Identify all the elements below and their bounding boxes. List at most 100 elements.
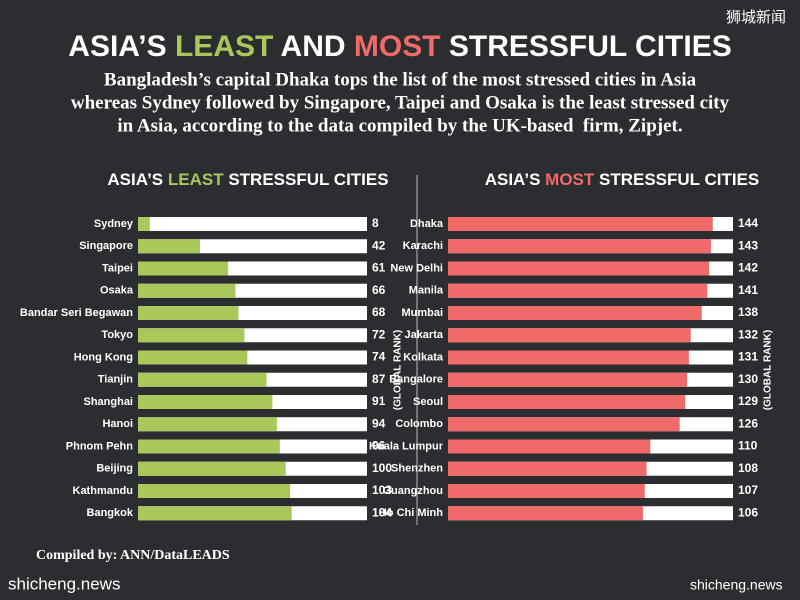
category-label: Jakarta [404,329,443,341]
category-label: Mumbai [401,307,443,319]
bar [448,283,708,298]
value-label: 132 [738,327,758,341]
bar [138,283,236,298]
value-label: 74 [372,350,386,364]
bar [138,350,248,365]
subtitle: in Asia, according to the data compiled … [117,115,682,136]
value-label: 91 [372,394,386,408]
bar [138,372,267,387]
brand: 狮城新闻 [726,9,786,26]
value-label: 126 [738,416,758,430]
category-label: Singapore [79,240,133,252]
bar [448,372,688,387]
bar-track [138,217,367,231]
bar [448,350,689,365]
category-label: Hanoi [102,418,133,430]
bar [138,461,286,476]
category-label: Karachi [403,240,443,252]
subtitle: whereas Sydney followed by Singapore, Ta… [71,92,730,113]
value-label: 142 [738,261,758,275]
category-label: Beijing [96,463,133,475]
bar [448,484,645,498]
category-label: Tianjin [98,374,134,386]
value-label: 96 [372,439,386,453]
category-label: Phnom Pehn [66,440,134,452]
bar [448,439,651,454]
category-label: Sydney [94,218,134,230]
bar [448,506,643,521]
category-label: New Delhi [390,262,443,274]
watermark: shicheng.news [690,577,783,593]
bar [448,261,710,276]
bar [138,439,280,454]
bar [448,239,711,254]
category-label: Shanghai [83,396,133,408]
value-label: 103 [372,483,392,497]
category-label: Manila [409,285,444,297]
value-label: 72 [372,327,386,341]
value-label: 131 [738,350,758,364]
category-label: Ho Chi Minh [379,507,443,519]
category-label: Colombo [395,418,443,430]
category-label: Taipei [102,262,133,274]
category-label: Tokyo [101,329,133,341]
chart-title-part: ASIA’S [485,170,545,189]
chart-title-part: MOST [545,170,595,189]
value-label: 8 [372,216,379,230]
value-label: 42 [372,238,386,252]
value-label: 144 [738,216,758,230]
category-label: Kuala Lumpur [369,440,444,452]
subtitle: Bangladesh’s capital Dhaka tops the list… [104,69,697,90]
value-label: 106 [738,505,758,519]
bar [448,217,713,231]
main-title: ASIA’S LEAST AND MOST STRESSFUL CITIES [68,30,731,63]
value-label: 141 [738,283,758,297]
chart-title-part: ASIA’S [107,170,167,189]
category-label: Shenzhen [391,463,443,475]
value-label: 129 [738,394,758,408]
value-label: 108 [738,461,758,475]
bar [138,239,201,254]
axis-label: (GLOBAL RANK) [393,330,404,410]
chart-title-part: STRESSFUL CITIES [224,170,389,189]
value-label: 68 [372,305,386,319]
bar [448,417,680,432]
category-label: Bangalore [389,374,443,386]
source: Compiled by: ANN/DataLEADS [36,548,230,563]
category-label: Bangkok [87,507,134,519]
value-label: 66 [372,283,386,297]
chart-title-part: STRESSFUL CITIES [594,170,759,189]
value-label: 138 [738,305,758,319]
bar [138,506,292,521]
value-label: 94 [372,416,386,430]
category-label: Guangzhou [383,485,444,497]
value-label: 110 [738,439,758,453]
value-label: 143 [738,238,758,252]
chart-title: ASIA’S MOST STRESSFUL CITIES [485,170,760,189]
bar [138,261,229,276]
category-label: Kolkata [403,351,444,363]
watermark: shicheng.news [8,574,120,593]
bar [138,306,239,320]
value-label: 130 [738,372,758,386]
axis-label: (GLOBAL RANK) [763,330,774,410]
chart-title-part: LEAST [168,170,224,189]
bar [138,328,245,343]
bar [138,417,277,432]
value-label: 87 [372,372,386,386]
category-label: Dhaka [410,218,444,230]
bar [448,395,686,409]
value-label: 107 [738,483,758,497]
category-label: Bandar Seri Begawan [20,307,133,319]
bar [138,217,150,231]
value-label: 104 [372,505,392,519]
bar [448,461,647,476]
category-label: Osaka [100,285,134,297]
bar [448,306,702,320]
category-label: Hong Kong [74,351,133,363]
chart-title: ASIA’S LEAST STRESSFUL CITIES [107,170,388,189]
category-label: Kathmandu [73,485,134,497]
bar [448,328,691,343]
